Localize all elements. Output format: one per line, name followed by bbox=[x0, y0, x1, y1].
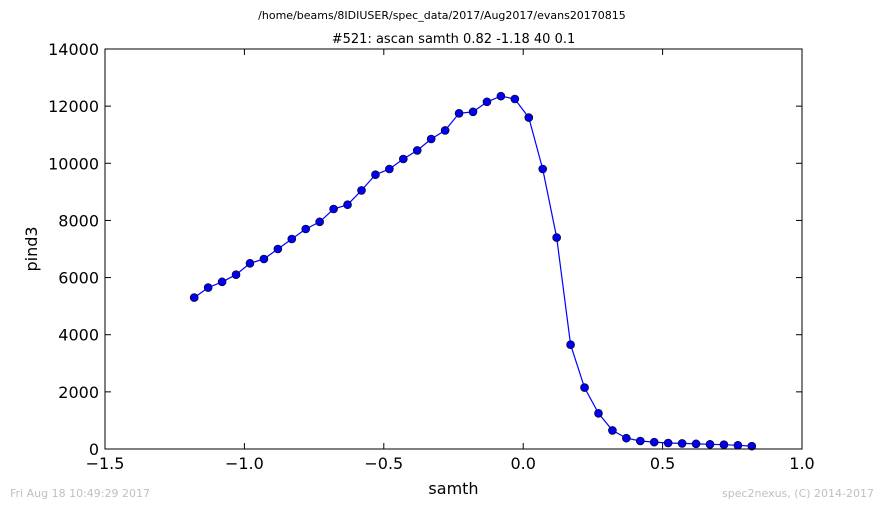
data-point bbox=[719, 440, 729, 450]
data-point bbox=[482, 97, 492, 107]
data-point bbox=[747, 441, 757, 451]
data-point bbox=[273, 244, 283, 254]
data-point bbox=[622, 433, 631, 443]
x-tick-label: 1.0 bbox=[789, 454, 814, 473]
data-point bbox=[399, 154, 408, 164]
data-point bbox=[301, 224, 311, 234]
data-point bbox=[580, 383, 589, 392]
data-point bbox=[440, 126, 450, 135]
data-point bbox=[371, 170, 380, 180]
data-point bbox=[454, 108, 464, 118]
x-tick-label: −0.5 bbox=[364, 454, 403, 473]
data-point bbox=[608, 426, 617, 435]
data-point bbox=[691, 439, 701, 449]
y-tick-label: 2000 bbox=[58, 383, 99, 402]
data-point bbox=[385, 164, 394, 174]
timestamp: Fri Aug 18 10:49:29 2017 bbox=[10, 487, 150, 500]
data-point bbox=[203, 283, 213, 292]
data-point bbox=[566, 340, 575, 350]
data-point bbox=[287, 234, 297, 244]
data-point bbox=[468, 107, 478, 117]
data-point bbox=[259, 254, 269, 264]
credit-text: spec2nexus, (C) 2014-2017 bbox=[722, 487, 874, 500]
y-tick-label: 6000 bbox=[58, 269, 99, 288]
data-point bbox=[189, 293, 199, 302]
data-point bbox=[538, 164, 548, 174]
x-tick-label: 0.5 bbox=[650, 454, 675, 473]
data-point bbox=[524, 113, 534, 122]
series-marker-layer bbox=[189, 91, 757, 451]
x-axis-label: samth bbox=[428, 479, 478, 498]
data-point bbox=[315, 217, 324, 227]
series-line-layer bbox=[193, 95, 752, 447]
y-tick-label: 0 bbox=[89, 440, 99, 459]
y-tick-label: 14000 bbox=[48, 40, 99, 59]
data-point bbox=[426, 134, 436, 144]
y-tick-label: 8000 bbox=[58, 211, 99, 230]
data-point bbox=[357, 186, 366, 195]
plot-frame bbox=[104, 48, 803, 450]
data-point bbox=[552, 233, 561, 242]
data-point bbox=[329, 204, 338, 214]
data-point bbox=[649, 437, 659, 447]
data-point bbox=[245, 258, 255, 268]
data-point bbox=[217, 277, 227, 287]
x-tick-label: −1.5 bbox=[86, 454, 125, 473]
data-point bbox=[412, 146, 422, 155]
y-tick-label: 10000 bbox=[48, 154, 99, 173]
data-point bbox=[663, 438, 673, 448]
data-point bbox=[635, 436, 645, 446]
x-tick-label: 0.0 bbox=[510, 454, 535, 473]
data-point bbox=[343, 200, 352, 210]
data-point bbox=[231, 270, 241, 280]
x-tick-label: −1.0 bbox=[225, 454, 264, 473]
data-point bbox=[510, 94, 520, 104]
y-axis: 0 2000 4000 6000 8000 10000 12000 14000 bbox=[48, 40, 802, 459]
figure-suptitle: /home/beams/8IDIUSER/spec_data/2017/Aug2… bbox=[258, 9, 626, 22]
y-tick-label: 12000 bbox=[48, 97, 99, 116]
y-axis-label: pind3 bbox=[22, 226, 41, 271]
y-tick-label: 4000 bbox=[58, 326, 99, 345]
x-axis: −1.5 −1.0 −0.5 0.0 0.5 1.0 bbox=[86, 49, 815, 473]
data-point bbox=[496, 91, 506, 101]
data-point bbox=[733, 440, 743, 450]
series-line bbox=[193, 95, 752, 447]
data-point bbox=[594, 408, 603, 418]
data-point bbox=[705, 439, 715, 449]
chart-title: #521: ascan samth 0.82 -1.18 40 0.1 bbox=[332, 32, 576, 47]
data-point bbox=[677, 439, 687, 448]
